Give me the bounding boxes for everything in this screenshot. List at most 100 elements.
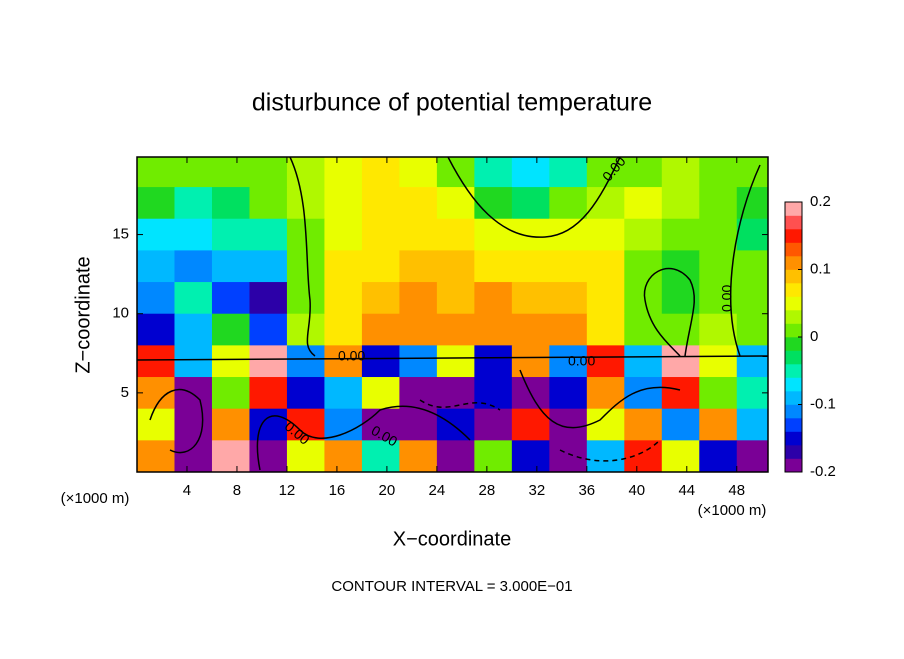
cell [511,313,550,346]
cell [174,345,213,378]
cell [474,440,513,472]
cell [324,157,363,188]
cell [736,250,768,283]
cell [511,157,550,188]
cell [736,313,768,346]
cell [511,250,550,283]
cell [549,408,588,441]
cell [174,218,213,251]
cell [436,313,475,346]
cell [586,440,625,472]
colorbar-swatch [785,242,802,257]
cell [361,377,400,410]
colorbar-swatch [785,445,802,459]
cell [361,408,400,441]
cell [324,187,363,220]
cell [549,345,588,378]
cell [474,345,513,378]
cell [399,282,438,315]
cell [211,345,250,378]
cell [211,218,250,251]
cell [137,313,175,346]
colorbar-swatch [785,350,802,365]
cell [174,250,213,283]
cell [736,282,768,315]
cell [699,408,738,441]
cell [624,218,663,251]
cell [436,345,475,378]
cell [174,157,213,188]
x-tick-label: 40 [628,482,645,499]
cell [324,345,363,378]
y-tick-label: 5 [121,384,129,401]
x-tick-label: 4 [183,482,191,499]
cell [249,345,288,378]
contour-line [256,405,471,471]
cell [474,377,513,410]
cell [211,408,250,441]
cell [211,187,250,220]
cell [286,440,325,472]
cell [624,408,663,441]
contour-line [149,389,204,454]
cell [286,157,325,188]
colorbar-swatch [785,283,802,297]
cell [137,218,175,251]
cell [361,345,400,378]
cell [736,345,768,378]
cell [211,440,250,472]
colorbar-swatch [785,310,802,324]
cell [286,377,325,410]
cell [624,345,663,378]
contours [137,157,768,471]
contour-line [419,399,501,411]
cell [511,282,550,315]
cell [286,282,325,315]
contour-line [289,157,316,357]
cell [399,187,438,220]
x-tick-label: 32 [528,482,545,499]
cell [699,440,738,472]
contour-line [729,164,761,357]
cell [586,377,625,410]
cell [549,377,588,410]
cell [211,157,250,188]
cell [474,187,513,220]
cell [399,250,438,283]
cell [661,345,700,378]
cell [249,187,288,220]
cell [249,313,288,346]
cell [624,250,663,283]
colorbar-swatch [785,296,802,311]
x-tick-label: 28 [479,482,496,499]
cell [249,408,288,441]
cell [624,440,663,472]
field [137,157,768,472]
colorbar-tick-label: 0.2 [810,193,831,210]
colorbar-swatch [785,269,802,284]
x-tick-label: 24 [429,482,446,499]
cell [511,440,550,472]
plot-frame [136,156,769,473]
cell [137,187,175,220]
x-axis-label: X−coordinate [393,528,511,550]
cell [137,345,175,378]
cell [174,377,213,410]
contour-label: 0.00 [338,348,365,364]
cell [586,313,625,346]
cell [586,157,625,188]
cell [324,440,363,472]
cell [399,408,438,441]
cell [211,377,250,410]
cell [511,187,550,220]
colorbar-tick-label: -0.2 [810,463,836,480]
cell [249,250,288,283]
cell [699,218,738,251]
cell [211,250,250,283]
cell [586,187,625,220]
footnote: CONTOUR INTERVAL = 3.000E−01 [331,578,572,595]
colorbar-swatch [785,364,802,378]
contour-label: 0.00 [719,285,735,312]
cell [699,157,738,188]
